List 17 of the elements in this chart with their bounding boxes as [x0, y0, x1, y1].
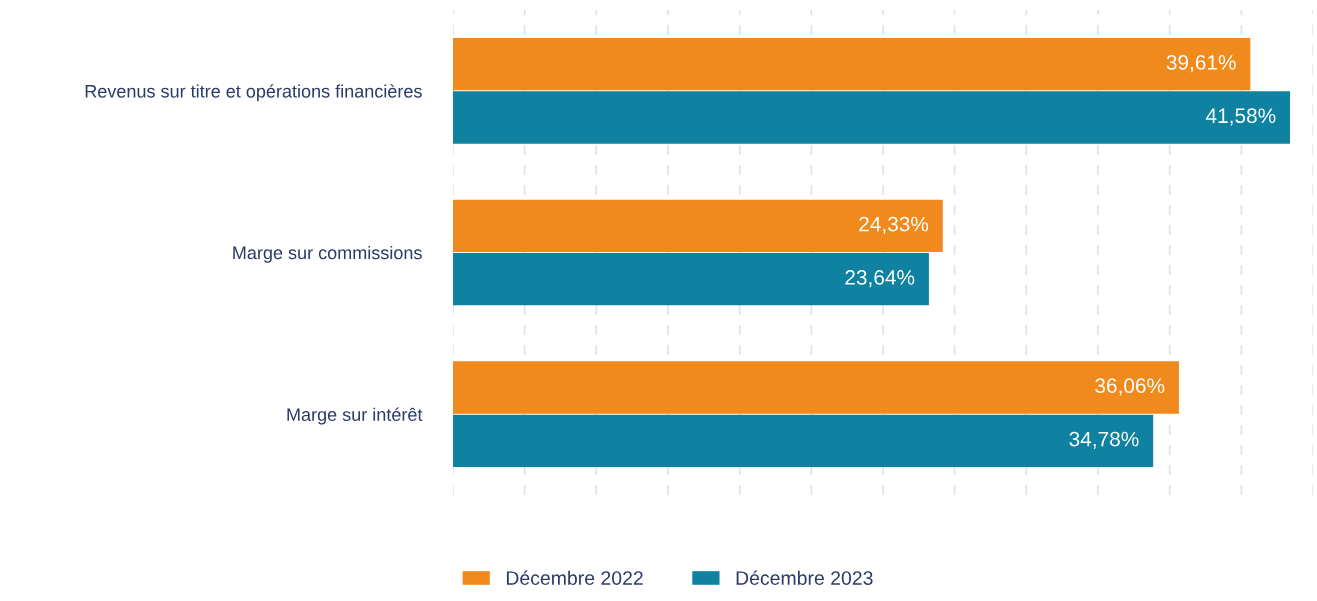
bar	[453, 199, 943, 252]
bar	[453, 91, 1291, 144]
bar	[453, 414, 1154, 467]
data-label: 34,78%	[1069, 431, 1139, 449]
y-tick-label: Marge sur intérêt	[287, 407, 423, 425]
legend-label: Décembre 2023	[736, 570, 873, 585]
data-label: 36,06%	[1095, 378, 1165, 396]
y-tick-label: Revenus sur titre et opérations financières	[85, 84, 422, 102]
bar	[453, 361, 1179, 414]
bar	[453, 38, 1251, 91]
bar	[453, 253, 929, 306]
legend-label: Décembre 2022	[506, 570, 643, 585]
data-label: 23,64%	[845, 270, 915, 288]
data-label: 41,58%	[1205, 108, 1276, 126]
y-tick-label: Marge sur commissions	[233, 245, 422, 263]
data-label: 24,33%	[859, 216, 929, 234]
data-label: 39,61%	[1166, 55, 1236, 73]
